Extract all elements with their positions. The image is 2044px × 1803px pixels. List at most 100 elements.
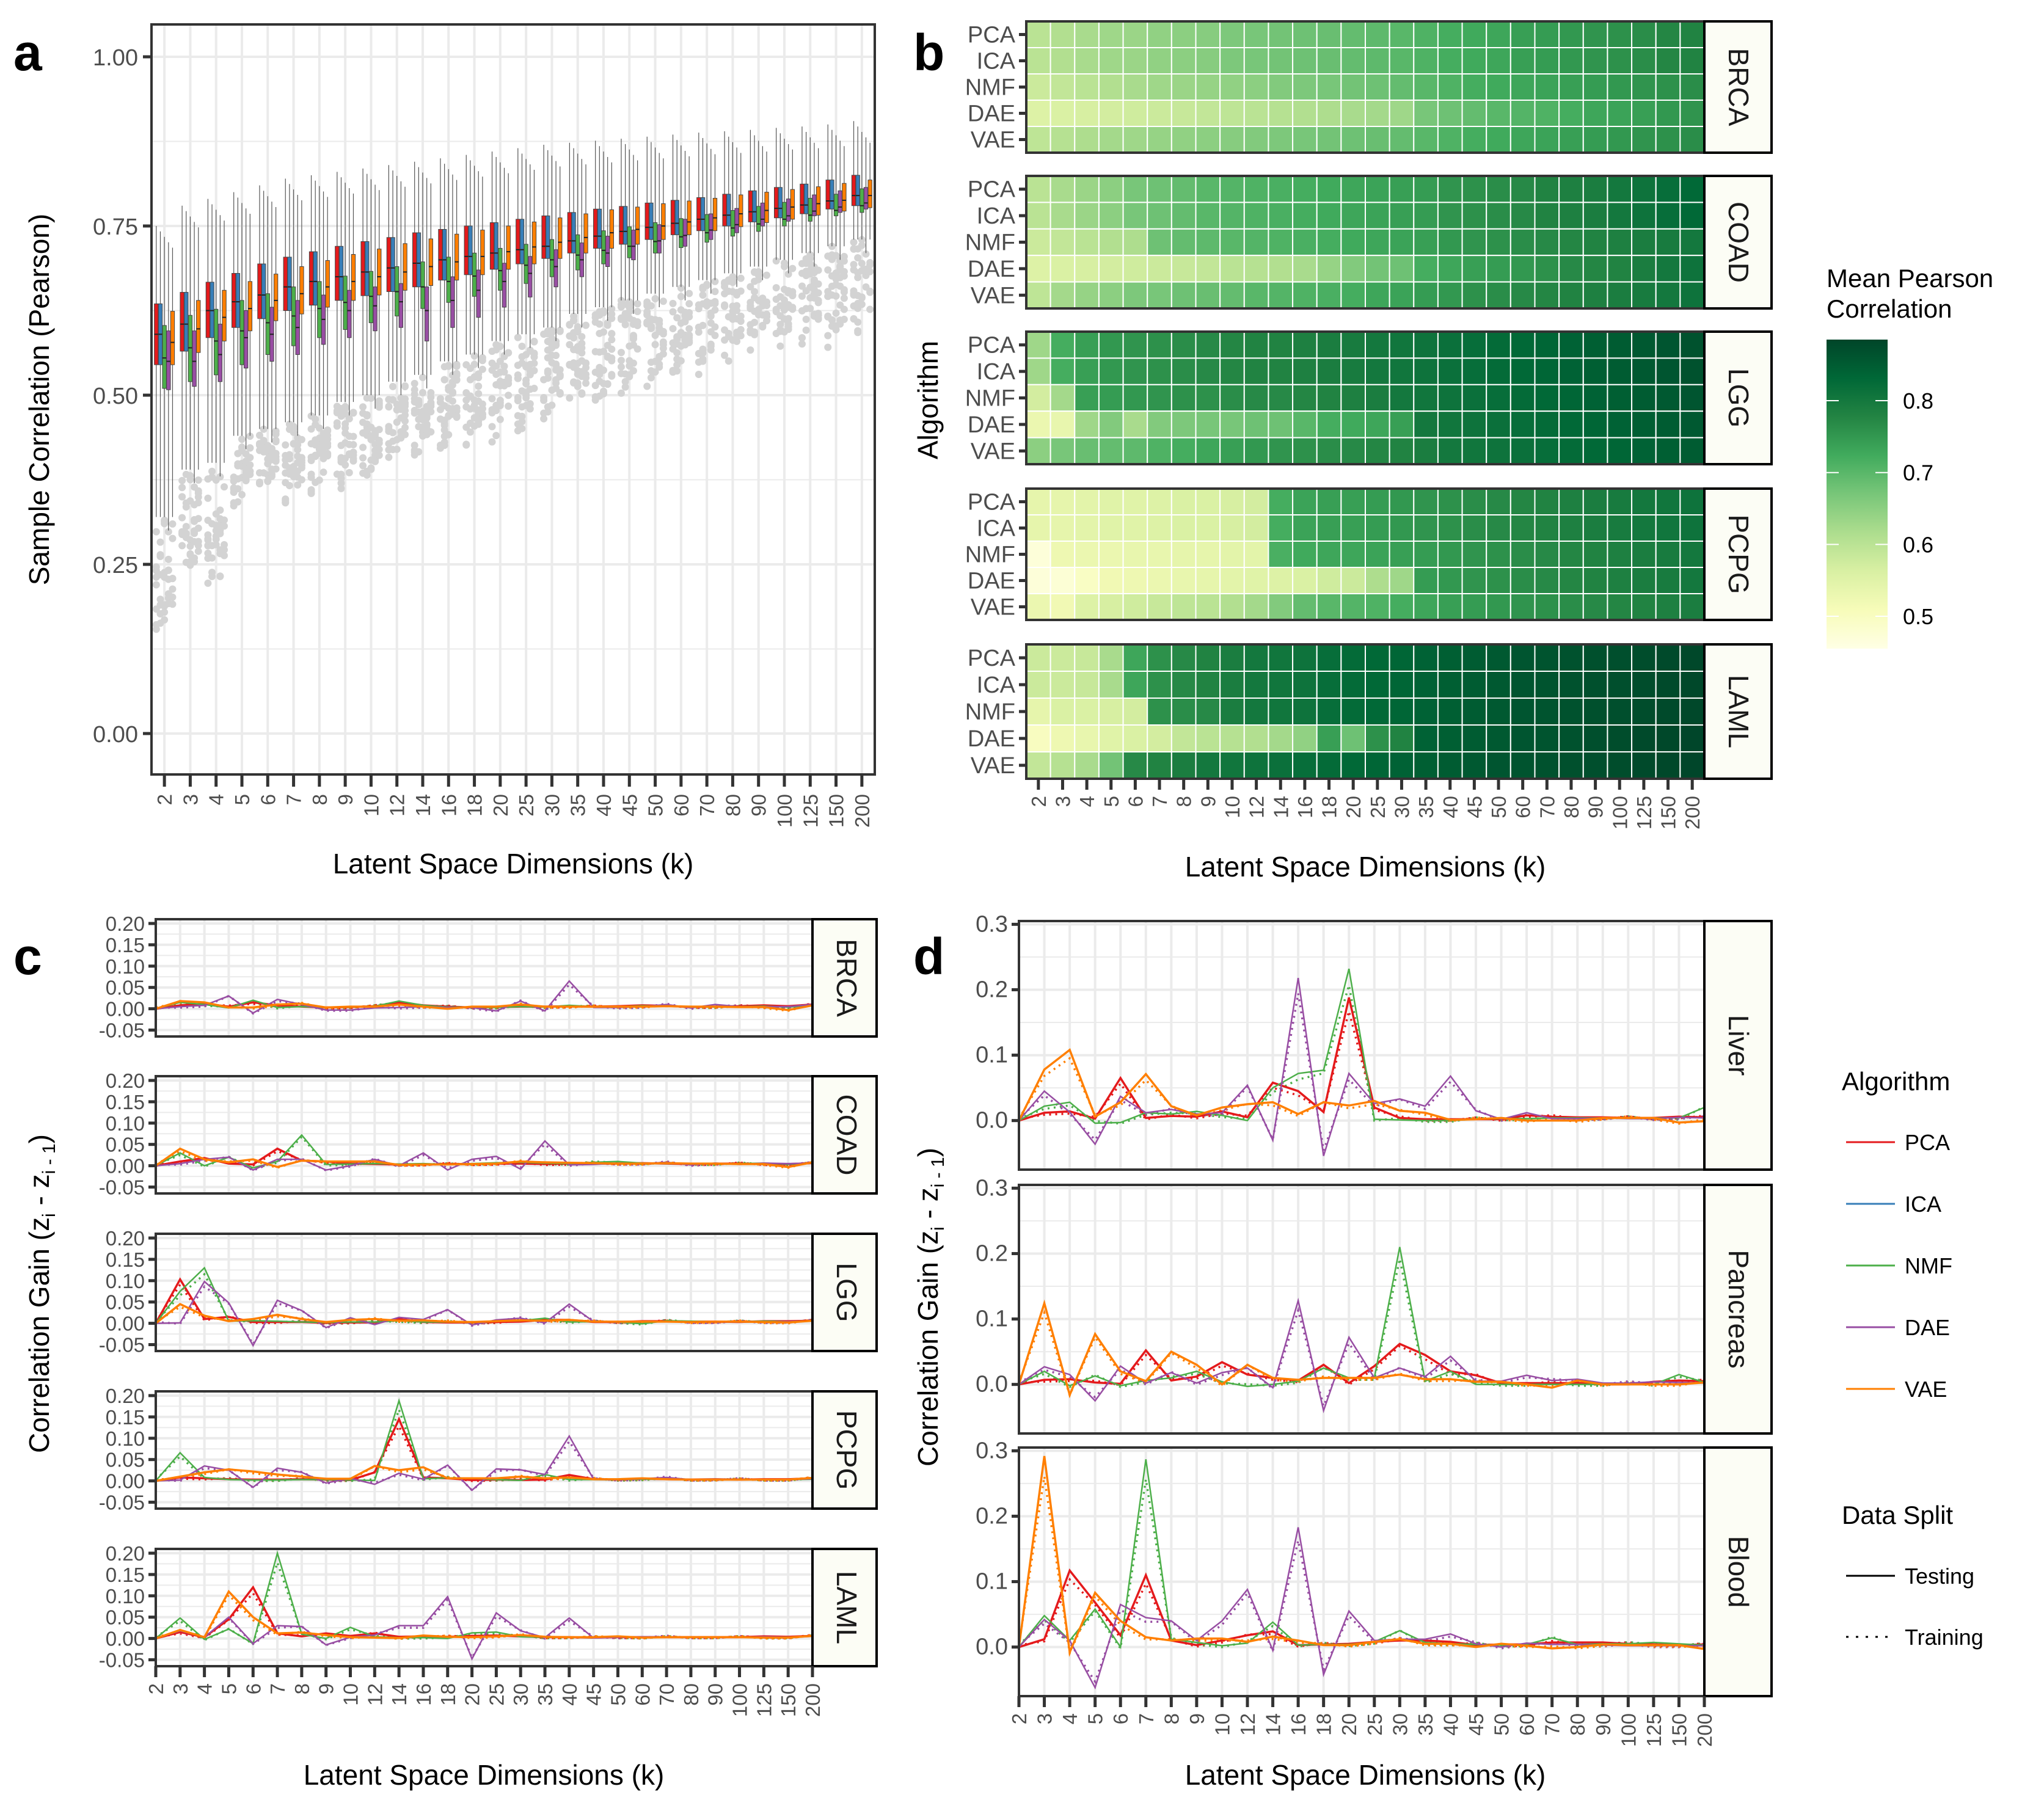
panel-a-boxplot: 0.000.250.500.751.002 3 4 5 6 7 8 9 10 12 14 16 18 20… [93,23,876,828]
heatmap-cell [1582,514,1608,542]
outlier-point [385,402,393,410]
y-tick-label: ICA [977,516,1016,542]
heatmap-cell [1437,410,1463,439]
heatmap-cell [1631,698,1657,726]
outlier-point [470,360,478,368]
heatmap-cell [1049,202,1076,230]
heatmap-cell [1607,698,1633,726]
outlier-point [866,268,874,275]
heatmap-cell [1268,255,1294,283]
outlier-point [169,593,177,601]
box-ica [546,215,550,259]
heatmap-cell [1655,724,1681,752]
heatmap-cell [1098,357,1124,385]
heatmap-cell [1389,202,1415,230]
outlier-point [445,362,453,370]
heatmap-cell [1074,567,1100,594]
outlier-point [341,461,349,469]
heatmap-cell [1049,255,1076,283]
outlier-point [341,410,349,418]
y-tick-label: 0.0 [976,1108,1008,1134]
heatmap-cell [1582,593,1608,621]
outlier-point [246,470,254,478]
box-pca [308,251,314,306]
heatmap-cell [1316,100,1342,127]
heatmap-cell [1147,437,1172,465]
heatmap-cell [1243,541,1269,568]
outlier-point [776,342,784,350]
x-tick-label: 25 [485,1683,508,1706]
heatmap-cell [1631,228,1657,257]
heatmap-cell [1340,644,1367,672]
outlier-point [556,366,564,374]
y-tick-label: DAE [968,257,1015,282]
heatmap-cell [1558,567,1584,594]
heatmap-cell [1195,410,1221,439]
heatmap-cell [1509,751,1536,779]
heatmap-cell [1558,21,1584,48]
heatmap-cell [1607,751,1633,779]
y-tick-label: 0.20 [106,1069,145,1092]
box-dae [450,276,455,328]
heatmap-cell [1074,281,1100,310]
outlier-point [711,306,719,314]
facet-strip [811,1390,878,1510]
heatmap-cell [1243,410,1269,439]
heatmap-cell [1340,541,1367,568]
box-nmf [524,244,528,284]
heatmap-cell [1243,281,1269,310]
heatmap-cell [1534,73,1560,101]
box-nmf [549,239,555,277]
x-tick-label: 18 [1313,1713,1335,1736]
line-facet-liver: Liver 0.0 0.1 0.2 0.3 [976,911,1773,1171]
heatmap-cell [1292,724,1318,752]
heatmap-cell [1534,644,1560,672]
heatmap-cell [1122,357,1148,385]
x-tick-label: 50 [644,794,667,817]
heatmap-cell [1679,724,1706,752]
facet-strip-label: LGG [1723,368,1754,428]
outlier-point [617,357,625,365]
heatmap-cell [1509,175,1536,203]
heatmap-cell [1389,644,1415,672]
outlier-point [655,363,663,371]
y-tick-label: -0.05 [99,1176,145,1199]
heatmap-cell [1340,281,1367,310]
heatmap-cell [1098,514,1124,542]
heatmap-cell [1170,175,1197,203]
panel-c-ylabel: Correlation Gain (zi - zi - 1) [23,1134,59,1453]
facet-strip-label: BRCA [831,939,863,1017]
heatmap-cell [1631,593,1657,621]
heatmap-cell [1170,671,1197,699]
facet-strip-label: Pancreas [1723,1250,1754,1368]
ylabel-part: Correlation Gain (z [23,1217,55,1453]
heatmap-cell [1679,567,1706,594]
outlier-point [617,349,625,357]
x-tick-label: 45 [618,794,641,817]
heatmap-cell [1340,21,1367,48]
outlier-point [488,438,496,446]
heatmap-cell [1268,73,1294,101]
box-ica [700,197,706,231]
heatmap-cell [1170,437,1197,465]
outlier-point [324,427,332,435]
heatmap-cell [1437,514,1463,542]
heatmap-cell [1582,100,1608,127]
heatmap-cell [1074,100,1100,127]
x-tick-label: 9 [1197,796,1219,807]
outlier-point [806,255,814,263]
outlier-point [526,400,534,408]
outlier-point [475,390,483,398]
outlier-point [518,343,526,351]
heatmap-cell [1147,126,1172,153]
heatmap-cell [1631,410,1657,439]
heatmap-cell [1389,567,1415,594]
heatmap-cell [1631,175,1657,203]
heatmap-cell [1292,228,1318,257]
box-vae [325,260,330,308]
outlier-point [492,362,500,370]
series-line-vae-training [1018,1309,1705,1399]
heatmap-cell [1098,410,1124,439]
heatmap-cell [1292,202,1318,230]
heatmap-cell [1195,698,1221,726]
